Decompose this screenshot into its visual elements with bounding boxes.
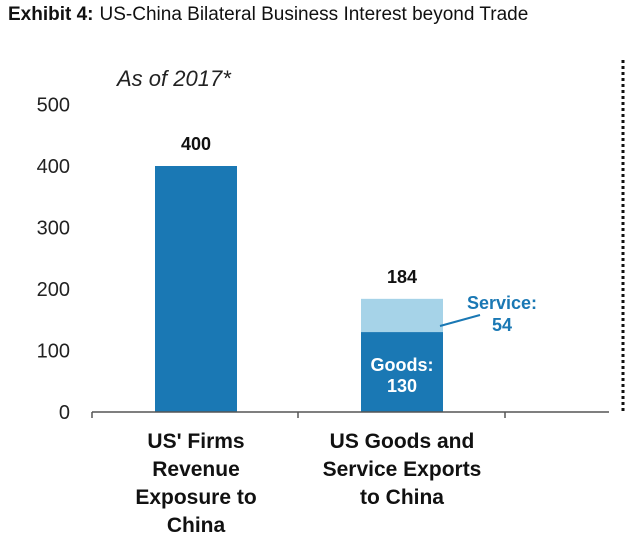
y-tick-label: 500 — [37, 95, 70, 117]
goods-segment-label: Goods: — [371, 355, 434, 375]
bar-total-label: 400 — [181, 134, 211, 154]
x-category-label: US Goods and — [330, 430, 475, 453]
y-tick-label: 0 — [59, 402, 70, 424]
x-category-label: Exposure to — [135, 486, 256, 509]
bar-service-segment — [361, 298, 443, 333]
goods-segment-value: 130 — [387, 376, 417, 396]
x-category-label: Revenue — [152, 458, 240, 481]
x-category-label: Service Exports — [323, 458, 482, 481]
x-category-label: China — [167, 514, 226, 537]
bar-revenue-exposure — [155, 166, 237, 412]
y-tick-label: 300 — [37, 218, 70, 240]
exhibit-label: Exhibit 4: — [8, 4, 94, 25]
exhibit-title: Exhibit 4: US-China Bilateral Business In… — [8, 4, 528, 26]
service-leader-line — [439, 314, 481, 327]
y-tick-label: 400 — [37, 156, 70, 178]
bar-goods-segment — [361, 332, 443, 412]
service-segment-value: 54 — [492, 315, 512, 335]
y-tick-label: 100 — [37, 341, 70, 363]
chart-annotation: As of 2017* — [115, 66, 232, 91]
bar-total-label: 184 — [387, 267, 417, 287]
exhibit-title-text: US-China Bilateral Business Interest bey… — [99, 4, 529, 25]
x-category-label: to China — [360, 486, 444, 509]
y-tick-label: 200 — [37, 279, 70, 301]
x-category-label: US' Firms — [147, 430, 244, 453]
service-segment-label: Service: — [467, 293, 537, 313]
